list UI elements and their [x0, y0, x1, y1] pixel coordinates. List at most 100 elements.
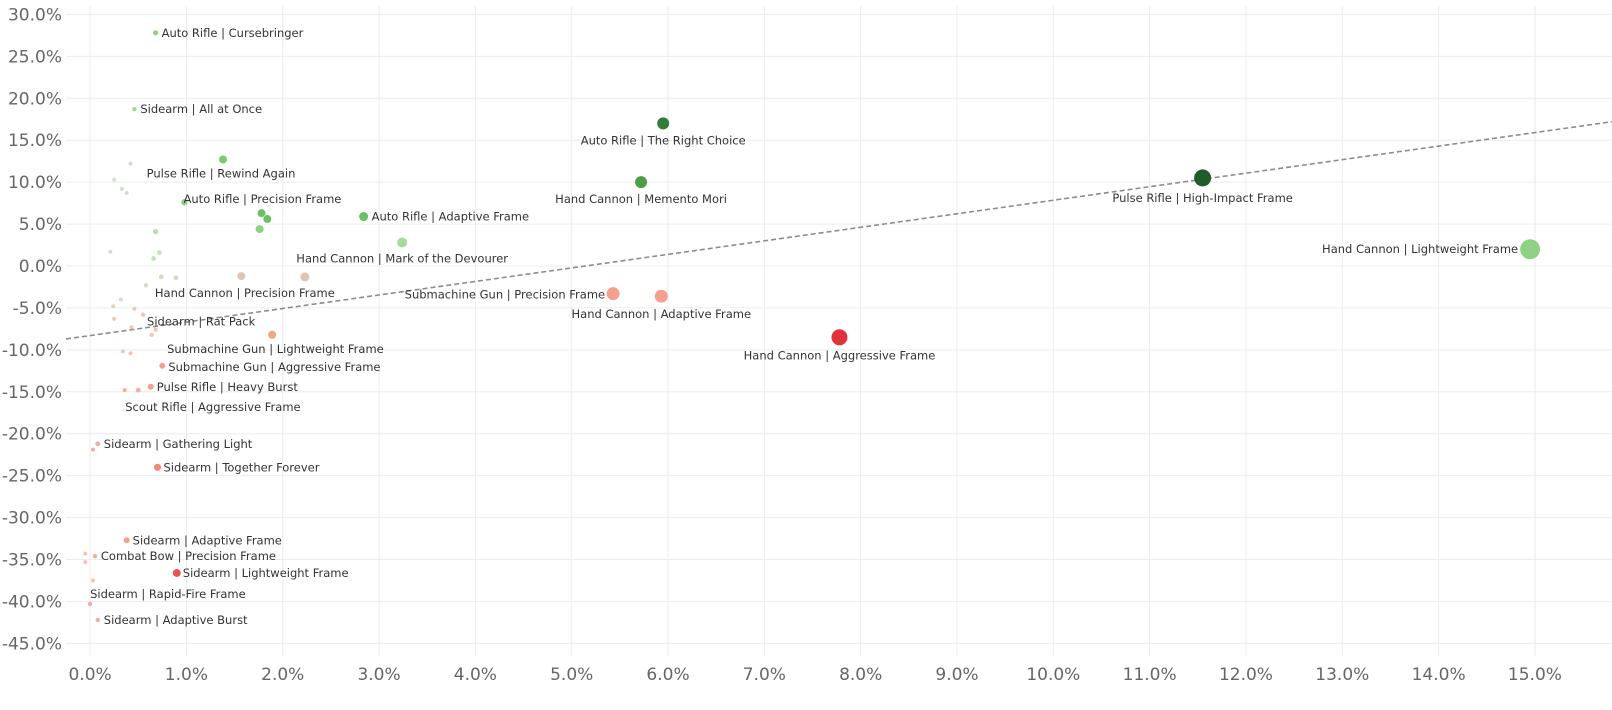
data-point	[654, 289, 668, 303]
data-point	[108, 249, 113, 254]
data-point	[123, 537, 130, 544]
x-tick-label: 8.0%	[839, 665, 882, 685]
point-label: Scout Rifle | Aggressive Frame	[125, 400, 300, 414]
data-point	[635, 176, 648, 189]
data-point	[152, 30, 159, 36]
point-label: Combat Bow | Precision Frame	[101, 549, 276, 563]
data-point	[173, 275, 179, 281]
data-point	[153, 463, 162, 471]
data-point	[149, 332, 154, 337]
point-label: Hand Cannon | Mark of the Devourer	[296, 252, 508, 266]
data-point	[172, 568, 181, 577]
point-label: Sidearm | Gathering Light	[104, 437, 253, 451]
x-tick-label: 10.0%	[1026, 665, 1080, 685]
data-point	[111, 304, 116, 309]
data-point	[140, 312, 146, 317]
data-point	[657, 117, 670, 130]
x-tick-label: 11.0%	[1123, 665, 1177, 685]
point-label: Sidearm | Rapid-Fire Frame	[90, 587, 246, 601]
y-tick-label: 15.0%	[8, 131, 62, 151]
data-point	[831, 329, 848, 346]
data-point	[122, 388, 127, 393]
data-point	[158, 274, 164, 280]
trend-line-path	[65, 120, 1612, 340]
data-point	[83, 551, 88, 556]
data-point	[159, 362, 166, 369]
data-point	[112, 177, 117, 182]
data-point	[92, 553, 98, 559]
y-tick-label: -5.0%	[13, 299, 62, 319]
y-tick-label: -25.0%	[2, 467, 62, 487]
data-point	[219, 155, 228, 164]
point-label: Auto Rifle | Precision Frame	[184, 192, 342, 206]
data-point	[129, 325, 134, 330]
data-point	[90, 578, 95, 583]
point-label: Auto Rifle | Cursebringer	[162, 26, 304, 40]
point-label: Pulse Rifle | High-Impact Frame	[1112, 191, 1292, 205]
y-tick-label: 20.0%	[8, 89, 62, 109]
data-point	[128, 161, 133, 166]
data-point	[300, 272, 310, 282]
y-tick-label: 5.0%	[19, 215, 62, 235]
data-point	[606, 287, 620, 301]
data-point	[112, 316, 117, 321]
x-tick-label: 3.0%	[357, 665, 400, 685]
x-tick-label: 1.0%	[165, 665, 208, 685]
point-label: Hand Cannon | Precision Frame	[155, 286, 335, 300]
data-points	[83, 30, 1541, 623]
data-point	[118, 297, 123, 302]
point-label: Sidearm | Together Forever	[164, 460, 320, 474]
data-point	[135, 387, 141, 393]
data-point	[255, 225, 264, 234]
x-tick-label: 0.0%	[68, 665, 111, 685]
data-point	[132, 106, 137, 112]
data-point	[132, 306, 137, 311]
x-tick-label: 15.0%	[1508, 665, 1562, 685]
data-point	[1520, 239, 1541, 260]
data-point	[95, 441, 101, 447]
point-label: Pulse Rifle | Heavy Burst	[157, 380, 299, 394]
data-point	[83, 560, 88, 565]
point-label: Submachine Gun | Lightweight Frame	[167, 342, 384, 356]
point-label: Auto Rifle | The Right Choice	[581, 133, 746, 147]
data-point	[147, 383, 154, 390]
point-label: Hand Cannon | Adaptive Frame	[572, 307, 752, 321]
x-tick-label: 12.0%	[1219, 665, 1273, 685]
data-point	[128, 351, 133, 356]
point-label: Hand Cannon | Aggressive Frame	[744, 348, 936, 362]
point-label: Sidearm | Adaptive Burst	[104, 613, 248, 627]
y-tick-label: -10.0%	[2, 341, 62, 361]
point-label: Submachine Gun | Precision Frame	[405, 288, 605, 302]
point-label: Sidearm | Adaptive Frame	[133, 533, 282, 547]
x-tick-label: 6.0%	[646, 665, 689, 685]
trend-line	[65, 120, 1612, 340]
data-point	[95, 617, 100, 623]
data-point	[237, 272, 246, 281]
data-point	[257, 209, 266, 218]
data-point	[153, 327, 158, 332]
y-tick-label: -20.0%	[2, 425, 62, 445]
data-point	[151, 256, 157, 261]
data-point	[120, 349, 125, 354]
point-label: Hand Cannon | Lightweight Frame	[1322, 242, 1518, 256]
data-point	[119, 186, 124, 191]
y-axis-ticks: 30.0% 25.0% 20.0% 15.0% 10.0% 5.0% 0.0% -5.0% -1…	[2, 5, 62, 654]
data-point	[124, 191, 129, 196]
y-tick-label: -30.0%	[2, 509, 62, 529]
data-point	[87, 601, 93, 607]
point-label: Hand Cannon | Memento Mori	[555, 192, 727, 206]
data-point	[143, 283, 149, 288]
y-tick-label: -35.0%	[2, 551, 62, 571]
x-tick-label: 2.0%	[261, 665, 304, 685]
x-tick-label: 7.0%	[743, 665, 786, 685]
y-tick-label: 10.0%	[8, 173, 62, 193]
data-point	[90, 447, 95, 452]
x-tick-label: 9.0%	[935, 665, 978, 685]
point-label: Auto Rifle | Adaptive Frame	[372, 210, 529, 224]
data-point	[1194, 169, 1212, 187]
point-label: Pulse Rifle | Rewind Again	[147, 166, 296, 180]
data-point	[359, 212, 369, 222]
point-label: Submachine Gun | Aggressive Frame	[168, 360, 380, 374]
point-label: Sidearm | All at Once	[140, 102, 262, 116]
y-tick-label: -40.0%	[2, 592, 62, 612]
